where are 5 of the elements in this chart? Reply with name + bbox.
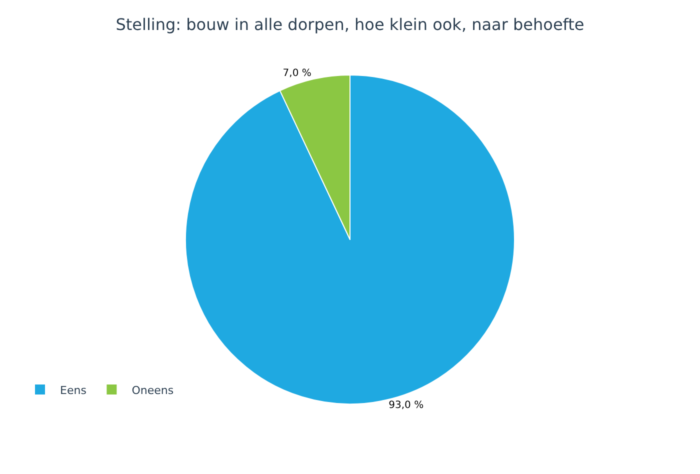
chart-title: Stelling: bouw in alle dorpen, hoe klein ook, naar behoefte (116, 15, 584, 34)
legend-label: Oneens (132, 384, 174, 397)
data-label: 93,0 % (388, 400, 424, 411)
legend-label: Eens (60, 384, 87, 397)
data-label: 7,0 % (282, 68, 312, 80)
